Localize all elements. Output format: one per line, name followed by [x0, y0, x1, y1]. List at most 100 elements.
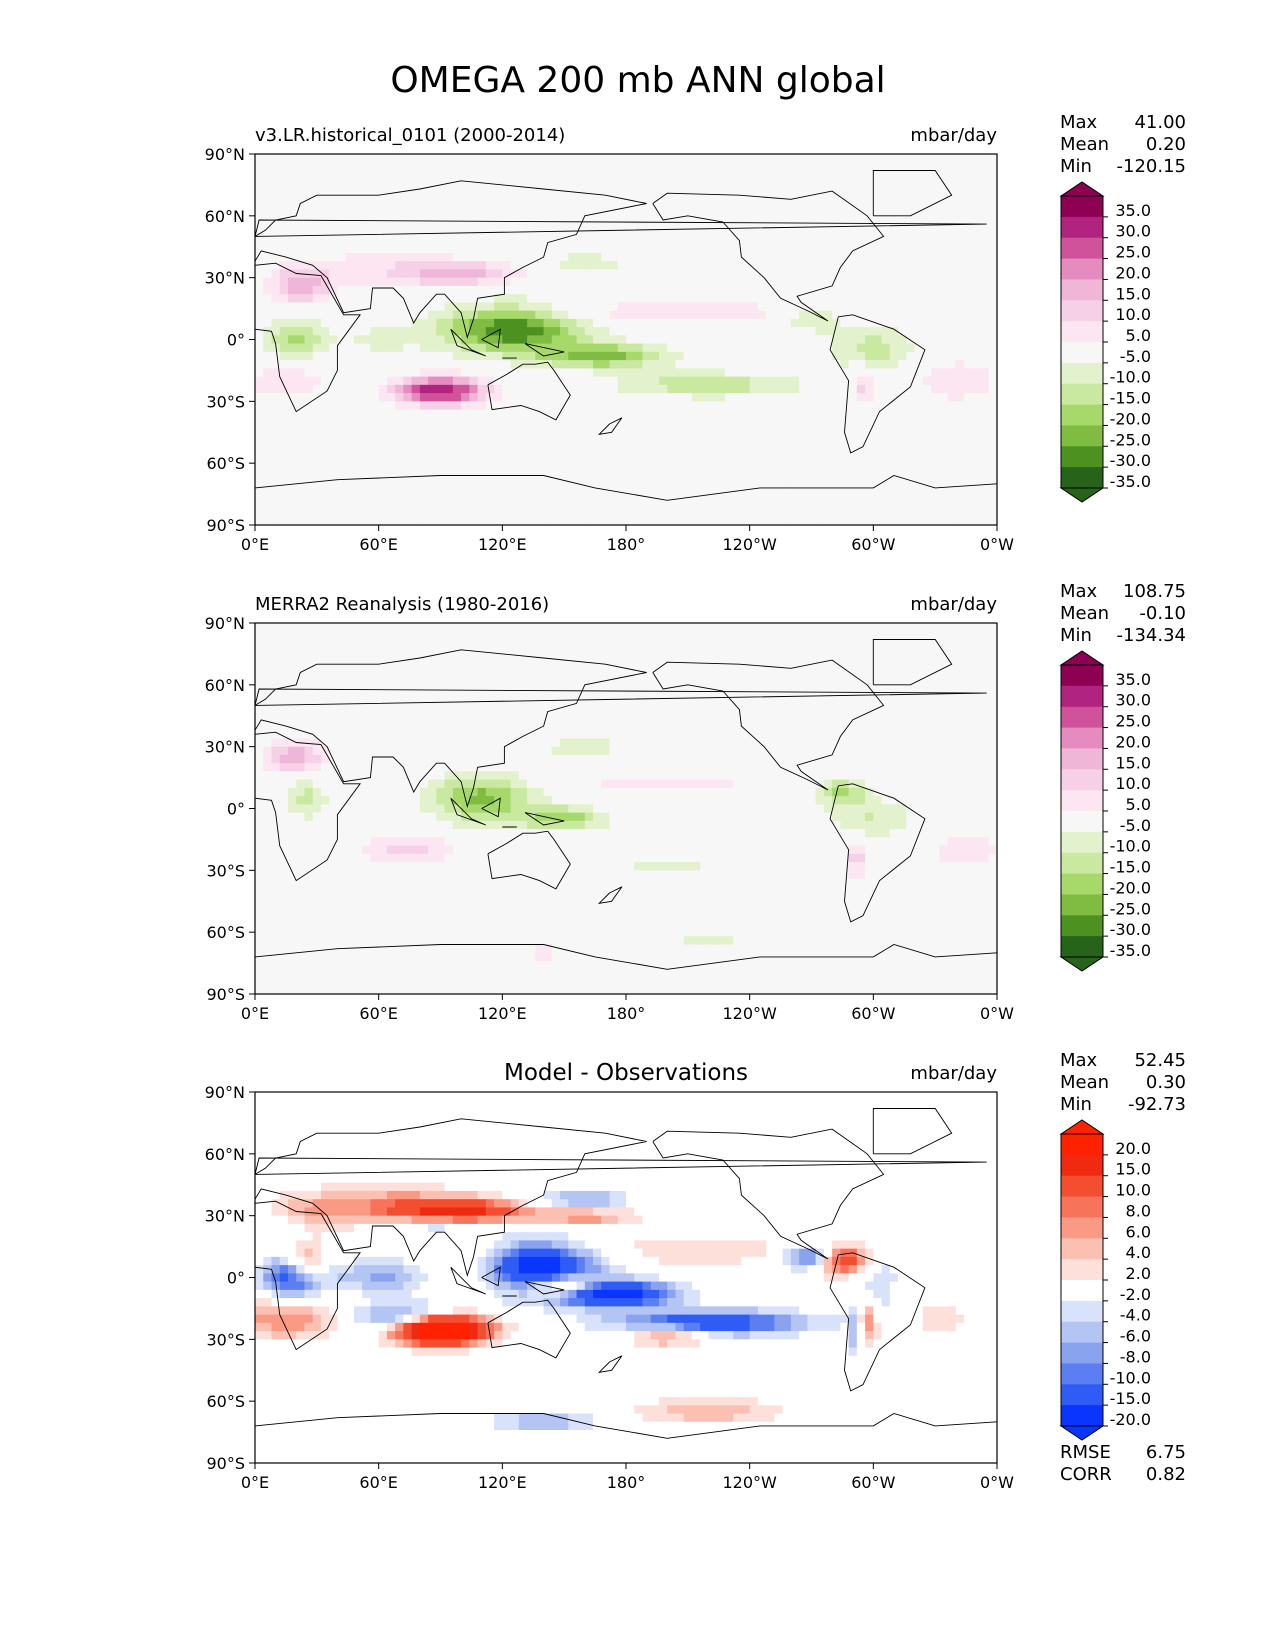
field-cell [304, 302, 314, 312]
field-cell [296, 655, 306, 665]
field-cell [469, 186, 479, 196]
field-cell [329, 450, 339, 460]
field-cell [452, 170, 462, 180]
field-cell [741, 302, 751, 312]
field-cell [386, 672, 396, 682]
field-cell [782, 236, 792, 246]
field-cell [955, 376, 965, 386]
field-cell [287, 467, 297, 477]
field-cell [881, 170, 891, 180]
field-cell [683, 162, 693, 172]
field-cell [815, 393, 825, 402]
field-cell [576, 318, 586, 328]
field-cell [296, 302, 306, 312]
field-cell [337, 697, 347, 707]
field-cell [502, 384, 512, 394]
field-cell [469, 310, 479, 320]
field-cell [378, 351, 388, 361]
field-cell [840, 409, 850, 419]
field-cell [576, 500, 586, 510]
field-cell [609, 211, 619, 221]
field-cell [964, 294, 973, 303]
field-cell [263, 697, 273, 707]
field-cell [741, 343, 751, 353]
field-cell [667, 664, 677, 674]
field-cell [955, 442, 965, 452]
field-cell [675, 409, 685, 419]
field-cell [535, 170, 545, 180]
field-cell [741, 483, 751, 493]
field-cell [658, 688, 668, 698]
field-cell [955, 261, 965, 271]
field-cell [535, 186, 545, 196]
field-cell [494, 261, 503, 271]
field-cell [865, 442, 874, 452]
field-cell [906, 178, 916, 188]
field-cell [271, 236, 281, 246]
field-cell [584, 434, 594, 444]
field-cell [444, 631, 454, 641]
field-cell [931, 294, 940, 303]
field-cell [279, 664, 289, 674]
field-cell [609, 401, 619, 411]
field-cell [733, 623, 743, 632]
field-cell [436, 285, 446, 295]
field-cell [279, 228, 289, 238]
field-cell [304, 277, 314, 287]
field-cell [255, 500, 264, 510]
field-cell [807, 492, 817, 501]
field-cell [626, 335, 635, 345]
field-cell [823, 170, 833, 180]
field-cell [609, 508, 619, 518]
field-cell [782, 351, 792, 361]
field-cell [403, 401, 413, 411]
field-cell [296, 631, 306, 641]
field-cell [774, 186, 784, 196]
field-cell [823, 450, 833, 460]
field-cell [518, 310, 528, 320]
field-cell [691, 285, 701, 295]
field-cell [263, 384, 273, 394]
field-cell [386, 516, 396, 526]
field-cell [749, 261, 759, 271]
field-cell [584, 360, 594, 369]
field-cell [601, 170, 611, 180]
field-cell [502, 475, 512, 485]
field-cell [411, 228, 421, 238]
field-cell [790, 219, 800, 229]
field-cell [865, 459, 874, 468]
field-cell [353, 351, 363, 361]
field-cell [287, 434, 297, 444]
field-cell [477, 277, 487, 287]
field-cell [964, 647, 973, 657]
field-cell [469, 409, 479, 419]
field-cell [790, 500, 800, 510]
field-cell [980, 655, 990, 665]
field-cell [337, 302, 347, 312]
field-cell [667, 285, 677, 295]
field-cell [403, 639, 413, 649]
field-cell [469, 351, 479, 361]
field-cell [691, 688, 701, 698]
field-cell [889, 252, 899, 262]
field-cell [931, 170, 940, 180]
field-cell [939, 492, 949, 501]
field-cell [691, 236, 701, 246]
field-cell [906, 195, 916, 205]
field-cell [527, 294, 536, 303]
field-cell [741, 162, 751, 172]
field-cell [922, 401, 932, 411]
field-cell [477, 310, 487, 320]
stat-label: Min [1060, 625, 1092, 646]
field-cell [485, 672, 495, 682]
field-cell [337, 310, 347, 320]
field-cell [362, 351, 372, 361]
field-cell [675, 623, 685, 632]
field-cell [609, 516, 619, 526]
field-cell [510, 688, 520, 698]
field-cell [724, 162, 734, 172]
field-cell [403, 252, 413, 262]
field-cell [345, 688, 355, 698]
field-cell [370, 343, 380, 353]
field-cell [832, 680, 841, 690]
